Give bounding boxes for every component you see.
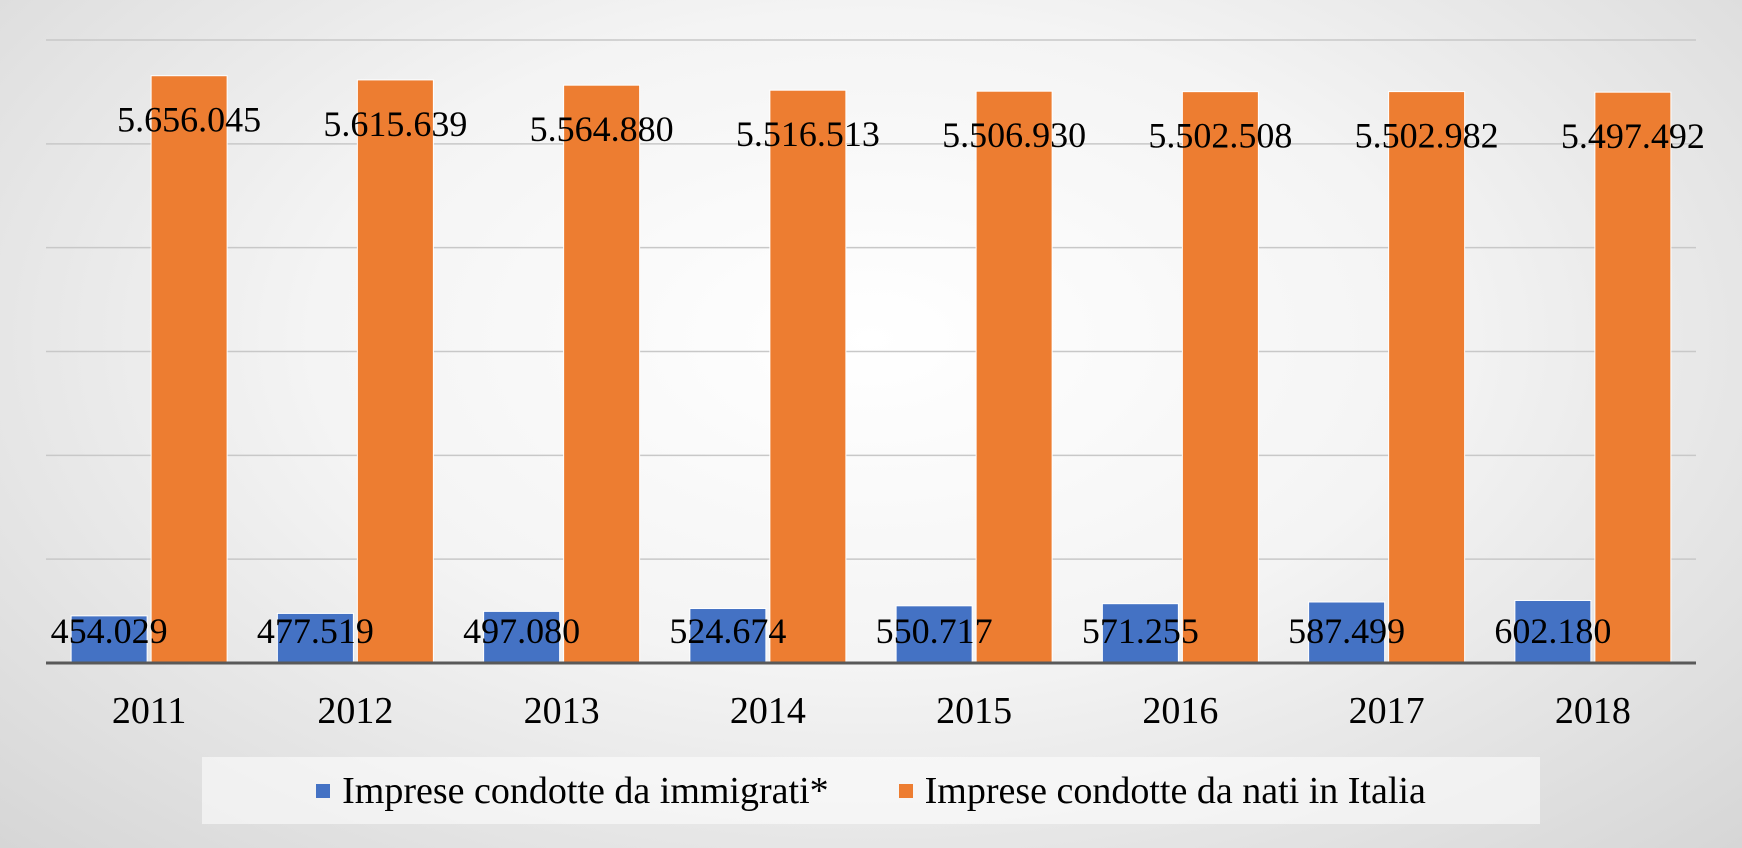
legend-label-immigrati: Imprese condotte da immigrati* bbox=[342, 769, 829, 812]
bar-nati-in-italia bbox=[975, 90, 1053, 664]
data-label-immigrati: 454.029 bbox=[51, 611, 168, 651]
bar-nati-in-italia bbox=[563, 84, 641, 664]
data-label-immigrati: 497.080 bbox=[463, 611, 580, 651]
data-label-immigrati: 602.180 bbox=[1494, 611, 1611, 651]
legend-item-immigrati: Imprese condotte da immigrati* bbox=[316, 769, 829, 813]
x-tick-label: 2014 bbox=[730, 690, 806, 732]
data-label-immigrati: 477.519 bbox=[257, 611, 374, 651]
x-tick-labels: 2011 2012 2013 2014 2015 2016 2017 2018 bbox=[112, 690, 1631, 732]
x-tick-label: 2016 bbox=[1142, 690, 1218, 732]
bar-nati-in-italia bbox=[1181, 91, 1259, 664]
bar-immigrati bbox=[276, 612, 354, 664]
data-label-nati-in-italia: 5.615.639 bbox=[323, 104, 467, 144]
x-tick-label: 2018 bbox=[1555, 690, 1631, 732]
bar-immigrati bbox=[895, 605, 973, 664]
x-tick-label: 2017 bbox=[1349, 690, 1425, 732]
bar-nati-in-italia bbox=[356, 79, 434, 664]
legend: Imprese condotte da immigrati* Imprese c… bbox=[202, 757, 1540, 824]
data-label-nati-in-italia: 5.502.982 bbox=[1355, 116, 1499, 156]
bar-nati-in-italia bbox=[1594, 91, 1672, 664]
data-label-immigrati: 550.717 bbox=[876, 611, 993, 651]
legend-swatch-immigrati bbox=[316, 783, 331, 798]
x-tick-label: 2012 bbox=[317, 690, 393, 732]
bar-nati-in-italia bbox=[1388, 91, 1466, 664]
bar-immigrati bbox=[689, 608, 767, 664]
legend-swatch-nati-in-italia bbox=[898, 783, 913, 798]
data-label-immigrati: 571.255 bbox=[1082, 611, 1199, 651]
bar-nati-in-italia bbox=[769, 89, 847, 664]
bar-nati-in-italia bbox=[150, 75, 228, 664]
legend-item-nati-in-italia: Imprese condotte da nati in Italia bbox=[898, 769, 1426, 813]
data-label-immigrati: 524.674 bbox=[669, 611, 786, 651]
x-tick-label: 2013 bbox=[524, 690, 600, 732]
data-label-nati-in-italia: 5.656.045 bbox=[117, 100, 261, 140]
legend-label-nati-in-italia: Imprese condotte da nati in Italia bbox=[924, 769, 1426, 812]
bar-immigrati bbox=[1101, 603, 1179, 664]
bar-immigrati bbox=[1514, 599, 1592, 664]
bar-immigrati bbox=[1308, 601, 1386, 664]
data-label-nati-in-italia: 5.516.513 bbox=[736, 114, 880, 154]
data-labels: 454.029 5.656.045 477.519 5.615.639 497.080 5… bbox=[51, 100, 1705, 651]
bar-immigrati bbox=[483, 610, 561, 664]
data-label-nati-in-italia: 5.506.930 bbox=[942, 115, 1086, 155]
bars bbox=[70, 75, 1672, 664]
data-label-nati-in-italia: 5.502.508 bbox=[1148, 116, 1292, 156]
x-tick-label: 2011 bbox=[112, 690, 187, 732]
x-tick-label: 2015 bbox=[936, 690, 1012, 732]
data-label-nati-in-italia: 5.497.492 bbox=[1561, 116, 1705, 156]
data-label-nati-in-italia: 5.564.880 bbox=[530, 109, 674, 149]
data-label-immigrati: 587.499 bbox=[1288, 611, 1405, 651]
